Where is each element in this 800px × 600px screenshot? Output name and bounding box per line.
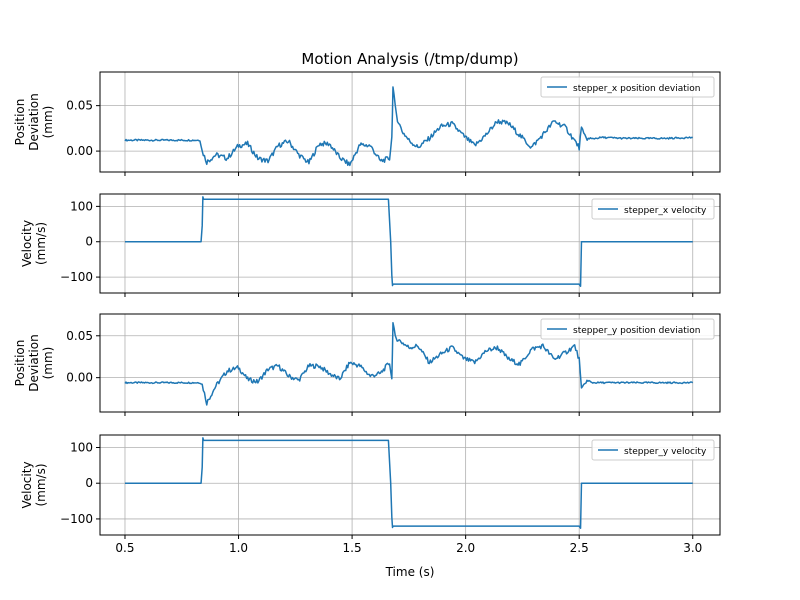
legend-label: stepper_x position deviation	[573, 84, 700, 94]
series-line	[124, 196, 693, 288]
y-tick-label: 100	[70, 199, 93, 213]
y-tick-label: 0	[85, 235, 93, 249]
y-axis-label-line: (mm)	[41, 106, 55, 139]
y-axis-label-line: Velocity	[20, 220, 34, 267]
series-line	[124, 86, 693, 167]
legend-box	[540, 76, 715, 98]
legend-box	[591, 198, 715, 220]
panel-y-velocity: 0.5 1.0 1.5 2.0 2.5 3.0 −100 0 100 Velocity(mm/s)…	[20, 434, 721, 555]
y-axis-label-line: (mm/s)	[34, 463, 48, 506]
y-axis-label: PositionDeviation(mm)	[13, 93, 55, 150]
axes-frame	[99, 193, 721, 294]
y-axis-label-line: (mm/s)	[34, 222, 48, 265]
y-axis-label: Velocity(mm/s)	[20, 220, 48, 267]
x-tick-label: 3.0	[683, 541, 702, 555]
series-line	[124, 321, 694, 406]
x-tick-label: 2.5	[570, 541, 589, 555]
chart-title: Motion Analysis (/tmp/dump)	[301, 50, 518, 68]
y-axis-label-line: Deviation	[27, 334, 41, 391]
y-tick-label: 0.00	[66, 144, 93, 158]
axes-frame	[99, 434, 721, 536]
legend: stepper_y position deviation	[540, 318, 715, 340]
x-axis-label: Time (s)	[385, 565, 435, 579]
y-axis-label-line: Position	[13, 340, 27, 387]
x-tick-label: 1.5	[343, 541, 362, 555]
y-tick-label: 0.05	[66, 99, 93, 113]
y-axis-label-line: Position	[13, 99, 27, 146]
x-tick-label: 2.0	[456, 541, 475, 555]
y-axis-label-line: Deviation	[27, 93, 41, 150]
legend: stepper_x velocity	[591, 198, 715, 220]
axes-frame	[99, 71, 721, 173]
panel-x-velocity: −100 0 100 Velocity(mm/s) stepper_x velocity	[20, 193, 721, 297]
x-tick-label: 0.5	[115, 541, 134, 555]
y-axis-label: PositionDeviation(mm)	[13, 334, 55, 391]
y-tick-label: 0.05	[66, 329, 93, 343]
y-axis-label: Velocity(mm/s)	[20, 461, 48, 508]
legend-label: stepper_y position deviation	[573, 326, 700, 336]
y-axis-label-line: Velocity	[20, 461, 34, 508]
legend-label: stepper_x velocity	[624, 206, 707, 216]
y-tick-label: 100	[70, 441, 93, 455]
y-tick-label: −100	[60, 512, 93, 526]
panel-y-position-deviation: 0.00 0.05 PositionDeviation(mm) stepper_y p…	[13, 313, 721, 416]
legend-label: stepper_y velocity	[624, 447, 707, 457]
y-axis-label-line: (mm)	[41, 347, 55, 380]
legend: stepper_x position deviation	[540, 76, 715, 98]
y-tick-label: 0.00	[66, 371, 93, 385]
legend-box	[540, 318, 715, 340]
panel-x-position-deviation: 0.00 0.05 PositionDeviation(mm) stepper_x p…	[13, 71, 721, 176]
x-tick-label: 1.0	[229, 541, 248, 555]
axes-frame	[99, 313, 721, 413]
y-tick-label: 0	[85, 476, 93, 490]
legend: stepper_y velocity	[591, 439, 715, 461]
y-tick-label: −100	[60, 270, 93, 284]
legend-box	[591, 439, 715, 461]
series-line	[124, 437, 693, 529]
